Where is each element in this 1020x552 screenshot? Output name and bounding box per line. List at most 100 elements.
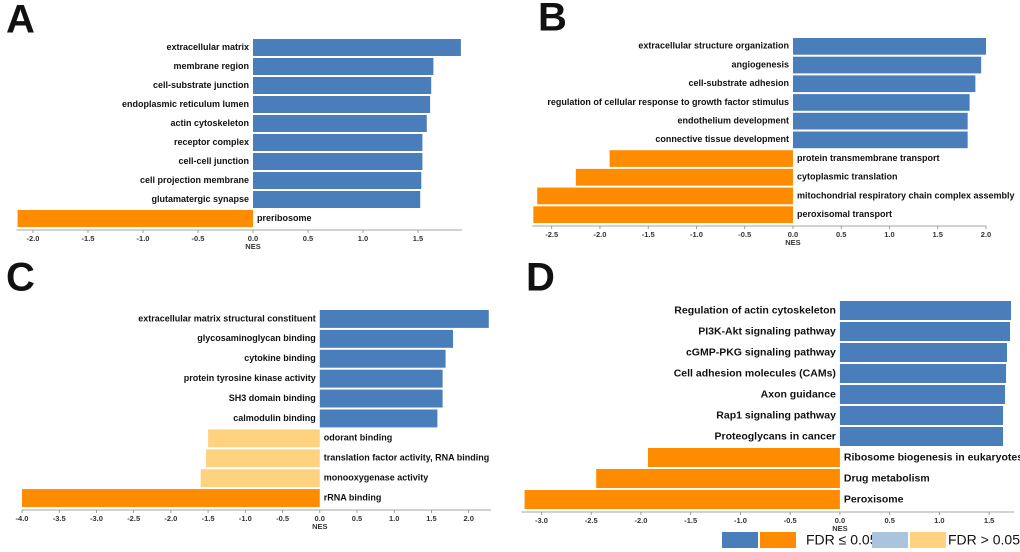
x-tick-label: 0.5: [884, 516, 894, 525]
bar: [253, 191, 421, 208]
bar: [596, 469, 840, 488]
bar-label: glycosaminoglycan binding: [197, 333, 316, 343]
bar-label: peroxisomal transport: [797, 209, 892, 219]
bar: [839, 322, 1011, 341]
x-tick-label: 2.0: [463, 514, 473, 523]
bar: [253, 153, 423, 170]
bar: [792, 38, 986, 55]
x-tick-label: -1.0: [137, 234, 150, 243]
bar: [319, 409, 438, 428]
x-tick-label: -3.5: [53, 514, 66, 523]
bar: [839, 427, 1004, 446]
bar-label: Cell adhesion molecules (CAMs): [674, 367, 836, 379]
bar: [839, 385, 1006, 404]
bar: [319, 310, 489, 328]
x-axis-label: NES: [245, 242, 260, 251]
x-tick-label: 1.0: [934, 516, 944, 525]
bar: [647, 448, 840, 467]
bar-label: cytoplasmic translation: [797, 172, 898, 182]
bar-label: extracellular matrix: [166, 42, 249, 52]
panel-letter: D: [526, 256, 555, 300]
bar-label: cell projection membrane: [140, 175, 249, 185]
bar-label: mitochondrial respiratory chain complex …: [797, 190, 1015, 200]
bar: [792, 112, 968, 130]
x-axis-label: NES: [312, 522, 327, 531]
x-tick-label: 1.0: [389, 514, 399, 523]
x-tick-label: 1.5: [933, 230, 943, 239]
x-tick-label: -3.0: [535, 516, 548, 525]
bar: [839, 343, 1008, 362]
x-tick-label: -3.0: [90, 514, 103, 523]
panel-letter: C: [6, 256, 35, 300]
bar-label: regulation of cellular response to growt…: [547, 97, 789, 107]
x-tick-label: -2.0: [27, 234, 40, 243]
x-tick-label: 1.0: [358, 234, 368, 243]
bar-label: preribosome: [257, 213, 312, 223]
x-tick-label: -2.5: [127, 514, 140, 523]
bar: [319, 329, 454, 348]
bar-label: translation factor activity, RNA binding: [324, 453, 490, 463]
bar-label: Regulation of actin cytoskeleton: [674, 304, 836, 316]
x-tick-label: -1.0: [734, 516, 747, 525]
bar-label: Drug metabolism: [844, 472, 930, 484]
legend-swatch: [872, 532, 908, 548]
x-tick-label: -1.0: [690, 230, 703, 239]
bar: [253, 134, 423, 151]
bar: [205, 449, 320, 468]
x-tick-label: 0.0: [248, 234, 258, 243]
bar-label: odorant binding: [324, 433, 392, 443]
bar: [253, 172, 422, 189]
bar-label: extracellular matrix structural constitu…: [138, 313, 316, 323]
x-tick-label: 1.5: [984, 516, 994, 525]
x-tick-label: 0.5: [836, 230, 846, 239]
bar-label: calmodulin binding: [233, 413, 316, 423]
bar: [200, 469, 320, 488]
x-tick-label: -2.0: [635, 516, 648, 525]
bar: [208, 429, 320, 448]
x-tick-label: -1.0: [239, 514, 252, 523]
bar: [253, 77, 432, 94]
bar: [575, 168, 793, 186]
x-tick-label: 1.0: [884, 230, 894, 239]
bar: [609, 150, 793, 167]
bar: [839, 406, 1004, 425]
x-axis-label: NES: [832, 524, 847, 533]
bar: [839, 364, 1007, 383]
x-tick-label: -1.5: [202, 514, 215, 523]
bar-label: endoplasmic reticulum lumen: [122, 99, 249, 109]
bar-label: rRNA binding: [324, 492, 382, 502]
legend-swatch: [760, 532, 796, 548]
bar-label: Proteoglycans in cancer: [715, 430, 836, 442]
bar: [537, 187, 793, 205]
bar-label: glutamatergic synapse: [151, 194, 249, 204]
x-tick-label: 1.5: [413, 234, 423, 243]
bar-label: extracellular structure organization: [638, 41, 789, 51]
x-tick-label: -1.5: [642, 230, 655, 239]
bar: [319, 369, 443, 388]
bar: [524, 490, 840, 509]
bar-label: PI3K-Akt signaling pathway: [698, 325, 836, 337]
x-tick-label: 0.5: [352, 514, 362, 523]
bar-label: cytokine binding: [244, 353, 316, 363]
bar: [253, 58, 434, 75]
bar: [792, 131, 968, 149]
panel-letter: B: [538, 0, 567, 40]
bar-label: membrane region: [173, 61, 249, 71]
x-tick-label: -0.5: [276, 514, 289, 523]
panel-letter: A: [6, 0, 35, 42]
x-tick-label: 2.0: [981, 230, 991, 239]
x-tick-label: 0.0: [788, 230, 798, 239]
legend-label: FDR > 0.05: [948, 532, 1020, 548]
x-tick-label: -0.5: [784, 516, 797, 525]
legend-swatch: [722, 532, 758, 548]
bar: [792, 56, 982, 74]
bar-label: receptor complex: [174, 137, 249, 147]
bar: [792, 94, 970, 111]
x-tick-label: -2.5: [585, 516, 598, 525]
x-tick-label: -0.5: [738, 230, 751, 239]
bar-label: cell-substrate junction: [153, 80, 249, 90]
x-tick-label: 1.5: [426, 514, 436, 523]
bar-label: endothelium development: [677, 116, 789, 126]
bar: [533, 206, 793, 223]
